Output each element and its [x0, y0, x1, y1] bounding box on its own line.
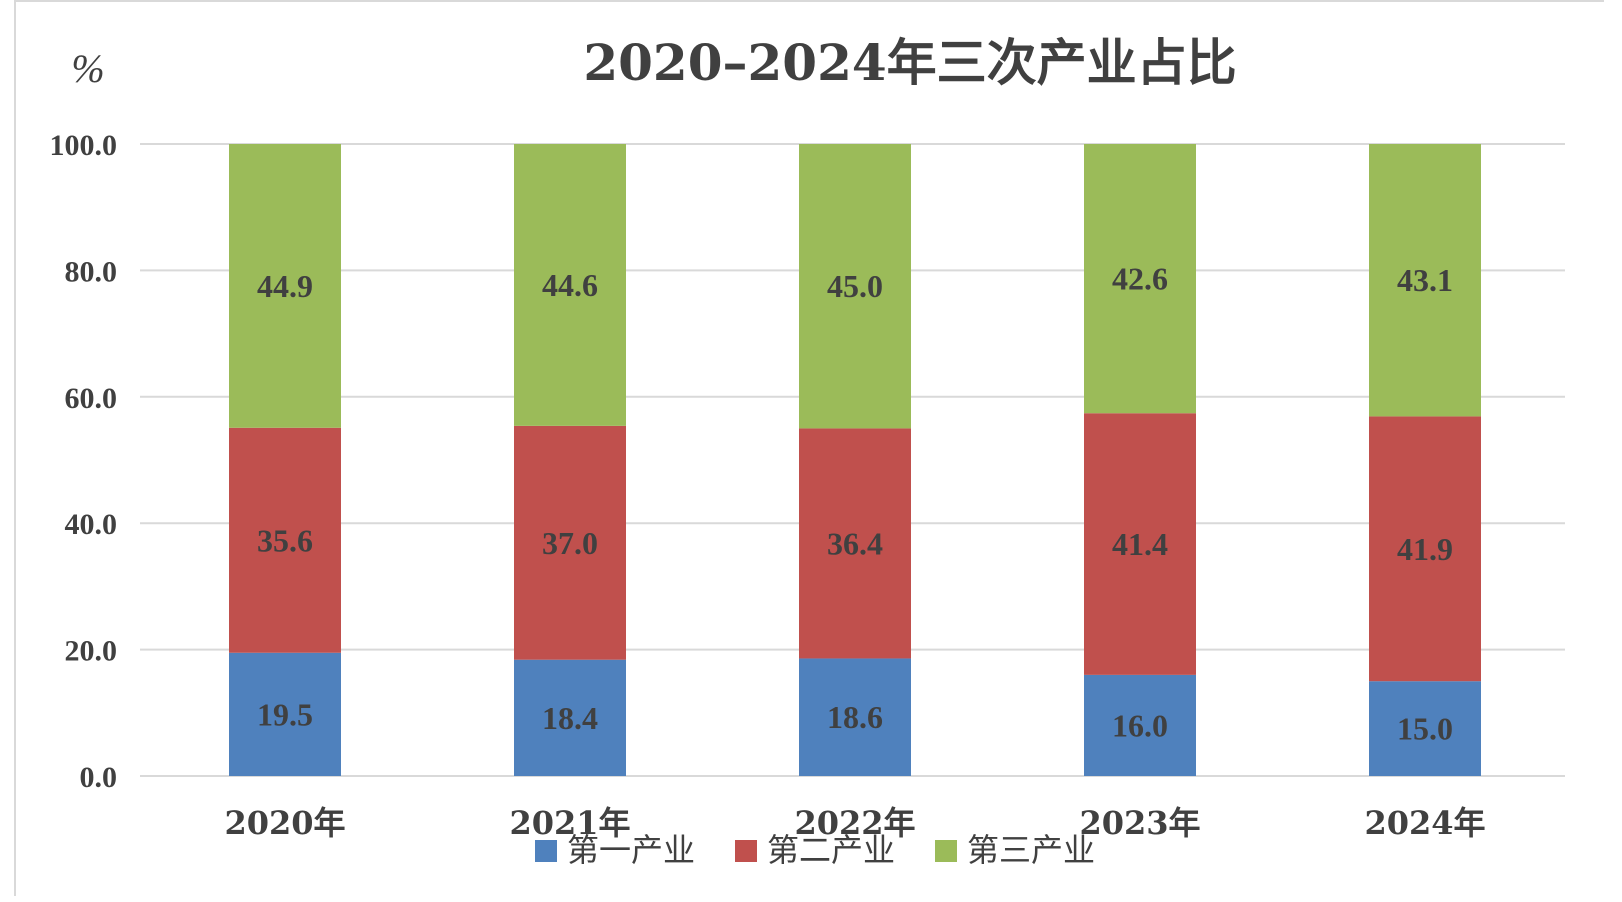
legend-label: 第三产业: [967, 831, 1095, 869]
data-label: 44.9: [257, 268, 313, 304]
x-category-label: 2023年: [1079, 804, 1200, 842]
x-category-label: 2020年: [224, 804, 345, 842]
bar-segment: [799, 658, 911, 776]
bar-segment: [799, 428, 911, 659]
y-tick-label: 60.0: [65, 382, 118, 415]
y-tick-label: 80.0: [65, 255, 118, 288]
bar-segment: [1369, 416, 1481, 682]
data-label: 18.4: [542, 700, 598, 736]
data-label: 18.6: [827, 699, 883, 735]
bar-segment: [514, 425, 626, 660]
data-label: 15.0: [1397, 711, 1453, 747]
bar-segment: [229, 652, 341, 776]
data-label: 37.0: [542, 525, 598, 561]
bar-segment: [514, 144, 626, 426]
data-label: 42.6: [1112, 261, 1168, 297]
x-category-label: 2024年: [1364, 804, 1485, 842]
bar-segment: [514, 659, 626, 776]
legend: 第一产业 第二产业 第三产业: [535, 831, 1095, 869]
legend-swatch: [735, 840, 757, 862]
y-tick-label: 0.0: [80, 761, 118, 794]
y-axis-ticks: 0.0 20.0 40.0 60.0 80.0 100.0: [50, 129, 118, 794]
bar-segment: [1084, 413, 1196, 675]
bars: [229, 144, 1481, 776]
data-label: 43.1: [1397, 262, 1453, 298]
data-label: 19.5: [257, 696, 313, 732]
legend-label: 第二产业: [767, 831, 895, 869]
data-label: 41.4: [1112, 526, 1168, 562]
data-label: 16.0: [1112, 707, 1168, 743]
chart-frame: [14, 0, 1604, 896]
bar-segment: [1084, 674, 1196, 776]
bar-segment: [229, 427, 341, 653]
legend-swatch: [535, 840, 557, 862]
x-category-label: 2022年: [794, 804, 915, 842]
data-label: 41.9: [1397, 531, 1453, 567]
x-axis-categories: 2020年 2021年 2022年 2023年 2024年: [224, 804, 1485, 842]
data-label: 35.6: [257, 522, 313, 558]
legend-label: 第一产业: [567, 831, 695, 869]
x-category-label: 2021年: [509, 804, 630, 842]
bar-segment: [229, 144, 341, 428]
y-tick-label: 100.0: [50, 129, 118, 162]
data-label: 44.6: [542, 267, 598, 303]
chart-title: 2020–2024年三次产业占比: [583, 33, 1236, 92]
data-label: 36.4: [827, 525, 883, 561]
y-tick-label: 20.0: [65, 635, 118, 668]
bar-segment: [1369, 681, 1481, 776]
bar-segment: [1369, 144, 1481, 417]
legend-swatch: [935, 840, 957, 862]
y-tick-label: 40.0: [65, 508, 118, 541]
data-label: 45.0: [827, 268, 883, 304]
data-labels: 19.5 18.4 18.6 16.0 15.0 35.6 37.0 36.4 41.4 41.9…: [257, 261, 1453, 747]
bar-segment: [799, 144, 911, 429]
y-unit-label: %: [71, 46, 104, 91]
bar-segment: [1084, 144, 1196, 414]
